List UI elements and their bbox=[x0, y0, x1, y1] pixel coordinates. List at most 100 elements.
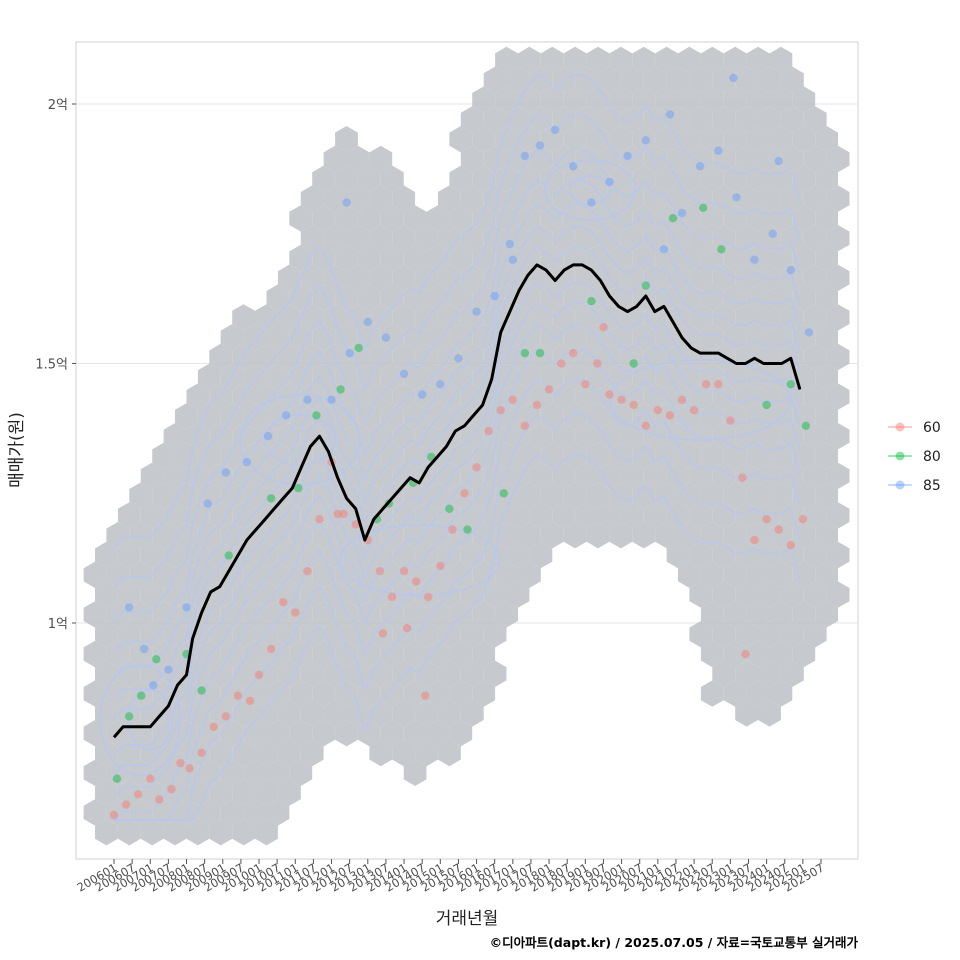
point-60 bbox=[221, 712, 230, 721]
hex-bin bbox=[483, 621, 507, 648]
hex-bin bbox=[758, 304, 781, 331]
hex-bin bbox=[609, 482, 633, 509]
point-60 bbox=[339, 509, 348, 519]
hex-bin bbox=[277, 700, 301, 727]
hex-bin bbox=[655, 126, 678, 153]
hex-bin bbox=[460, 225, 484, 252]
hex-bin bbox=[449, 680, 473, 707]
hex-bin bbox=[106, 561, 130, 588]
point-85 bbox=[804, 328, 814, 337]
hex-bin bbox=[780, 66, 804, 93]
density-contour-ring bbox=[609, 359, 791, 441]
hex-bin bbox=[335, 720, 358, 747]
hex-bin bbox=[323, 145, 347, 173]
hex-bin bbox=[689, 185, 713, 212]
hex-bin bbox=[220, 442, 244, 470]
hex-bin bbox=[472, 601, 496, 628]
point-60 bbox=[593, 359, 602, 368]
point-60 bbox=[167, 784, 176, 794]
hex-bin bbox=[769, 284, 793, 311]
point-60 bbox=[185, 764, 194, 773]
hex-bin bbox=[586, 403, 610, 430]
hex-bin bbox=[83, 680, 107, 707]
hex-bin bbox=[426, 522, 450, 549]
hex-bin bbox=[529, 304, 553, 331]
point-60 bbox=[134, 790, 143, 799]
hex-bin bbox=[403, 720, 427, 747]
hex-bin bbox=[380, 284, 404, 311]
point-85 bbox=[381, 333, 391, 342]
hex-bin bbox=[712, 383, 736, 410]
hex-bin bbox=[540, 244, 564, 272]
hex-bin bbox=[563, 482, 587, 509]
hex-bin bbox=[335, 601, 358, 628]
hex-bin bbox=[826, 264, 850, 291]
point-60 bbox=[714, 380, 723, 389]
hex-bin bbox=[232, 660, 255, 687]
density-contour bbox=[113, 226, 801, 700]
point-60 bbox=[599, 323, 608, 332]
hex-bin bbox=[758, 185, 781, 212]
point-85 bbox=[282, 411, 291, 420]
hex-bin bbox=[392, 185, 416, 212]
hex-bin bbox=[746, 284, 770, 311]
hex-bin bbox=[335, 324, 358, 351]
hex-bin bbox=[369, 423, 393, 450]
hex-bin bbox=[815, 601, 838, 628]
density-contour bbox=[113, 179, 801, 653]
hex-bin bbox=[357, 165, 381, 192]
hex-bin bbox=[712, 621, 736, 648]
hex-bin bbox=[780, 660, 804, 687]
hex-bin bbox=[415, 225, 438, 252]
hex-bin bbox=[826, 581, 850, 608]
hex-bin bbox=[346, 304, 370, 331]
hex-bin bbox=[700, 244, 724, 272]
hex-bin bbox=[152, 720, 175, 747]
hex-bin bbox=[723, 86, 747, 113]
hex-bin bbox=[792, 165, 816, 192]
hex-bin bbox=[437, 185, 461, 212]
point-85 bbox=[641, 136, 650, 145]
hex-bin bbox=[643, 304, 667, 331]
point-60 bbox=[762, 515, 771, 524]
hex-bin bbox=[255, 660, 278, 687]
hex-bin bbox=[369, 264, 393, 291]
hex-bin bbox=[415, 343, 438, 371]
hex-bin bbox=[323, 225, 347, 252]
hex-bin bbox=[472, 205, 496, 232]
hex-bin bbox=[529, 423, 553, 450]
hex-bin bbox=[735, 541, 758, 569]
hex-bin bbox=[415, 739, 438, 767]
hex-bin bbox=[803, 225, 827, 252]
hex-bin bbox=[426, 284, 450, 311]
hex-bin bbox=[323, 185, 347, 212]
hex-bin bbox=[769, 86, 793, 113]
hex-bin bbox=[632, 522, 656, 549]
hex-bin bbox=[803, 621, 827, 648]
point-85 bbox=[569, 162, 578, 171]
hex-bin bbox=[266, 324, 290, 351]
point-85 bbox=[677, 208, 687, 218]
hex-bin bbox=[232, 581, 255, 608]
hex-bin bbox=[117, 541, 141, 569]
hex-bin bbox=[403, 482, 427, 509]
hex-bin bbox=[335, 680, 358, 707]
hex-bin bbox=[575, 502, 598, 529]
hex-bin bbox=[129, 482, 153, 509]
hex-bin bbox=[197, 363, 221, 390]
hex-bin bbox=[209, 739, 233, 767]
hex-bin bbox=[723, 640, 747, 668]
hex-bin bbox=[769, 46, 793, 74]
hex-bin bbox=[209, 700, 233, 727]
hex-bin bbox=[575, 66, 598, 93]
hex-bin bbox=[266, 799, 290, 826]
hex-bin bbox=[632, 403, 656, 430]
hex-bin bbox=[735, 66, 758, 93]
hex-bin bbox=[232, 462, 255, 489]
hex-bin bbox=[300, 502, 324, 529]
point-60 bbox=[315, 515, 324, 524]
hex-bin bbox=[826, 462, 850, 489]
hex-bin bbox=[209, 779, 233, 806]
point-60 bbox=[333, 509, 342, 519]
hex-bin bbox=[746, 165, 770, 192]
